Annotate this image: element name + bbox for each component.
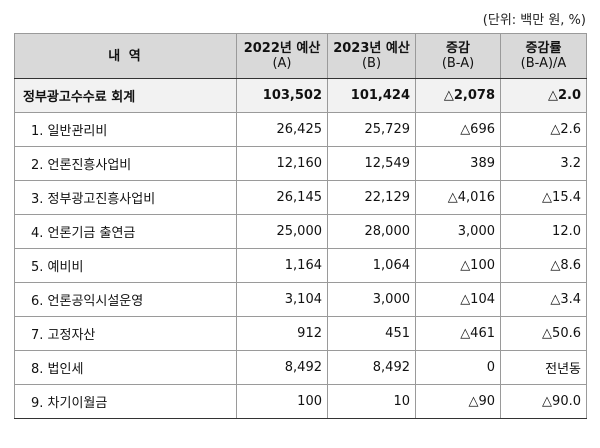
- row-change: △90: [415, 384, 501, 419]
- total-budget-2023: 101,424: [327, 78, 416, 113]
- row-change-rate: △90.0: [500, 384, 587, 419]
- row-change-rate: △50.6: [500, 316, 587, 351]
- total-name: 정부광고수수료 회계: [14, 78, 237, 113]
- budget-table: 내 역 2022년 예산 (A) 2023년 예산 (B) 증감 (B-A) 증…: [14, 33, 587, 419]
- row-budget-2023: 22,129: [327, 180, 416, 215]
- row-change: △104: [415, 282, 501, 317]
- table-header: 내 역 2022년 예산 (A) 2023년 예산 (B) 증감 (B-A) 증…: [14, 33, 587, 79]
- row-budget-2023: 10: [327, 384, 416, 419]
- row-budget-2022: 1,164: [236, 248, 328, 283]
- table-body: 정부광고수수료 회계 103,502 101,424 △2,078 △2.0 1…: [14, 78, 587, 419]
- row-name: 4. 언론기금 출연금: [14, 214, 237, 249]
- row-budget-2022: 26,425: [236, 112, 328, 147]
- row-name: 9. 차기이월금: [14, 384, 237, 419]
- total-budget-2022: 103,502: [236, 78, 328, 113]
- row-change-rate: 3.2: [500, 146, 587, 181]
- row-budget-2023: 1,064: [327, 248, 416, 283]
- row-budget-2022: 12,160: [236, 146, 328, 181]
- row-budget-2023: 3,000: [327, 282, 416, 317]
- header-row: 내 역 2022년 예산 (A) 2023년 예산 (B) 증감 (B-A) 증…: [14, 33, 587, 79]
- table-row: 6. 언론공익시설운영 3,104 3,000 △104 △3.4: [14, 282, 587, 317]
- header-change-rate-sub: (B-A)/A: [520, 56, 567, 71]
- unit-note: (단위: 백만 원, %): [482, 13, 586, 28]
- header-change-rate: 증감률 (B-A)/A: [500, 33, 587, 79]
- row-budget-2022: 912: [236, 316, 328, 351]
- table-row: 2. 언론진흥사업비 12,160 12,549 389 3.2: [14, 146, 587, 181]
- row-change-rate: △3.4: [500, 282, 587, 317]
- row-change: 389: [415, 146, 501, 181]
- header-change-sub: (B-A): [441, 56, 475, 71]
- header-budget-2023-sub: (B): [361, 56, 382, 71]
- table-row: 9. 차기이월금 100 10 △90 △90.0: [14, 384, 587, 419]
- row-budget-2022: 26,145: [236, 180, 328, 215]
- row-change: △461: [415, 316, 501, 351]
- total-change: △2,078: [415, 78, 501, 113]
- row-change: △4,016: [415, 180, 501, 215]
- row-name: 1. 일반관리비: [14, 112, 237, 147]
- row-change-rate: △15.4: [500, 180, 587, 215]
- table-row: 1. 일반관리비 26,425 25,729 △696 △2.6: [14, 112, 587, 147]
- header-budget-2023: 2023년 예산 (B): [327, 33, 416, 79]
- header-budget-2022-sub: (A): [272, 56, 292, 71]
- table-row: 4. 언론기금 출연금 25,000 28,000 3,000 12.0: [14, 214, 587, 249]
- row-change-rate: 전년동: [500, 350, 587, 385]
- row-change: △696: [415, 112, 501, 147]
- row-change: △100: [415, 248, 501, 283]
- header-budget-2022: 2022년 예산 (A): [236, 33, 328, 79]
- table-row: 8. 법인세 8,492 8,492 0 전년동: [14, 350, 587, 385]
- row-budget-2023: 25,729: [327, 112, 416, 147]
- row-change-rate: 12.0: [500, 214, 587, 249]
- row-change: 0: [415, 350, 501, 385]
- table-row: 5. 예비비 1,164 1,064 △100 △8.6: [14, 248, 587, 283]
- header-change-label: 증감: [446, 41, 470, 56]
- header-change-rate-label: 증감률: [525, 41, 562, 56]
- row-budget-2022: 8,492: [236, 350, 328, 385]
- row-name: 7. 고정자산: [14, 316, 237, 351]
- row-budget-2022: 25,000: [236, 214, 328, 249]
- header-change: 증감 (B-A): [415, 33, 501, 79]
- table-row: 7. 고정자산 912 451 △461 △50.6: [14, 316, 587, 351]
- row-budget-2023: 28,000: [327, 214, 416, 249]
- row-name: 3. 정부광고진흥사업비: [14, 180, 237, 215]
- row-name: 8. 법인세: [14, 350, 237, 385]
- header-budget-2022-label: 2022년 예산: [243, 41, 321, 56]
- row-name: 5. 예비비: [14, 248, 237, 283]
- row-budget-2023: 451: [327, 316, 416, 351]
- row-change: 3,000: [415, 214, 501, 249]
- table-row: 3. 정부광고진흥사업비 26,145 22,129 △4,016 △15.4: [14, 180, 587, 215]
- row-change-rate: △2.6: [500, 112, 587, 147]
- row-budget-2022: 100: [236, 384, 328, 419]
- total-change-rate: △2.0: [500, 78, 587, 113]
- row-name: 2. 언론진흥사업비: [14, 146, 237, 181]
- row-budget-2023: 8,492: [327, 350, 416, 385]
- row-budget-2022: 3,104: [236, 282, 328, 317]
- total-row: 정부광고수수료 회계 103,502 101,424 △2,078 △2.0: [14, 78, 587, 113]
- header-item-name: 내 역: [14, 33, 237, 79]
- row-name: 6. 언론공익시설운영: [14, 282, 237, 317]
- row-budget-2023: 12,549: [327, 146, 416, 181]
- row-change-rate: △8.6: [500, 248, 587, 283]
- header-budget-2023-label: 2023년 예산: [333, 41, 410, 56]
